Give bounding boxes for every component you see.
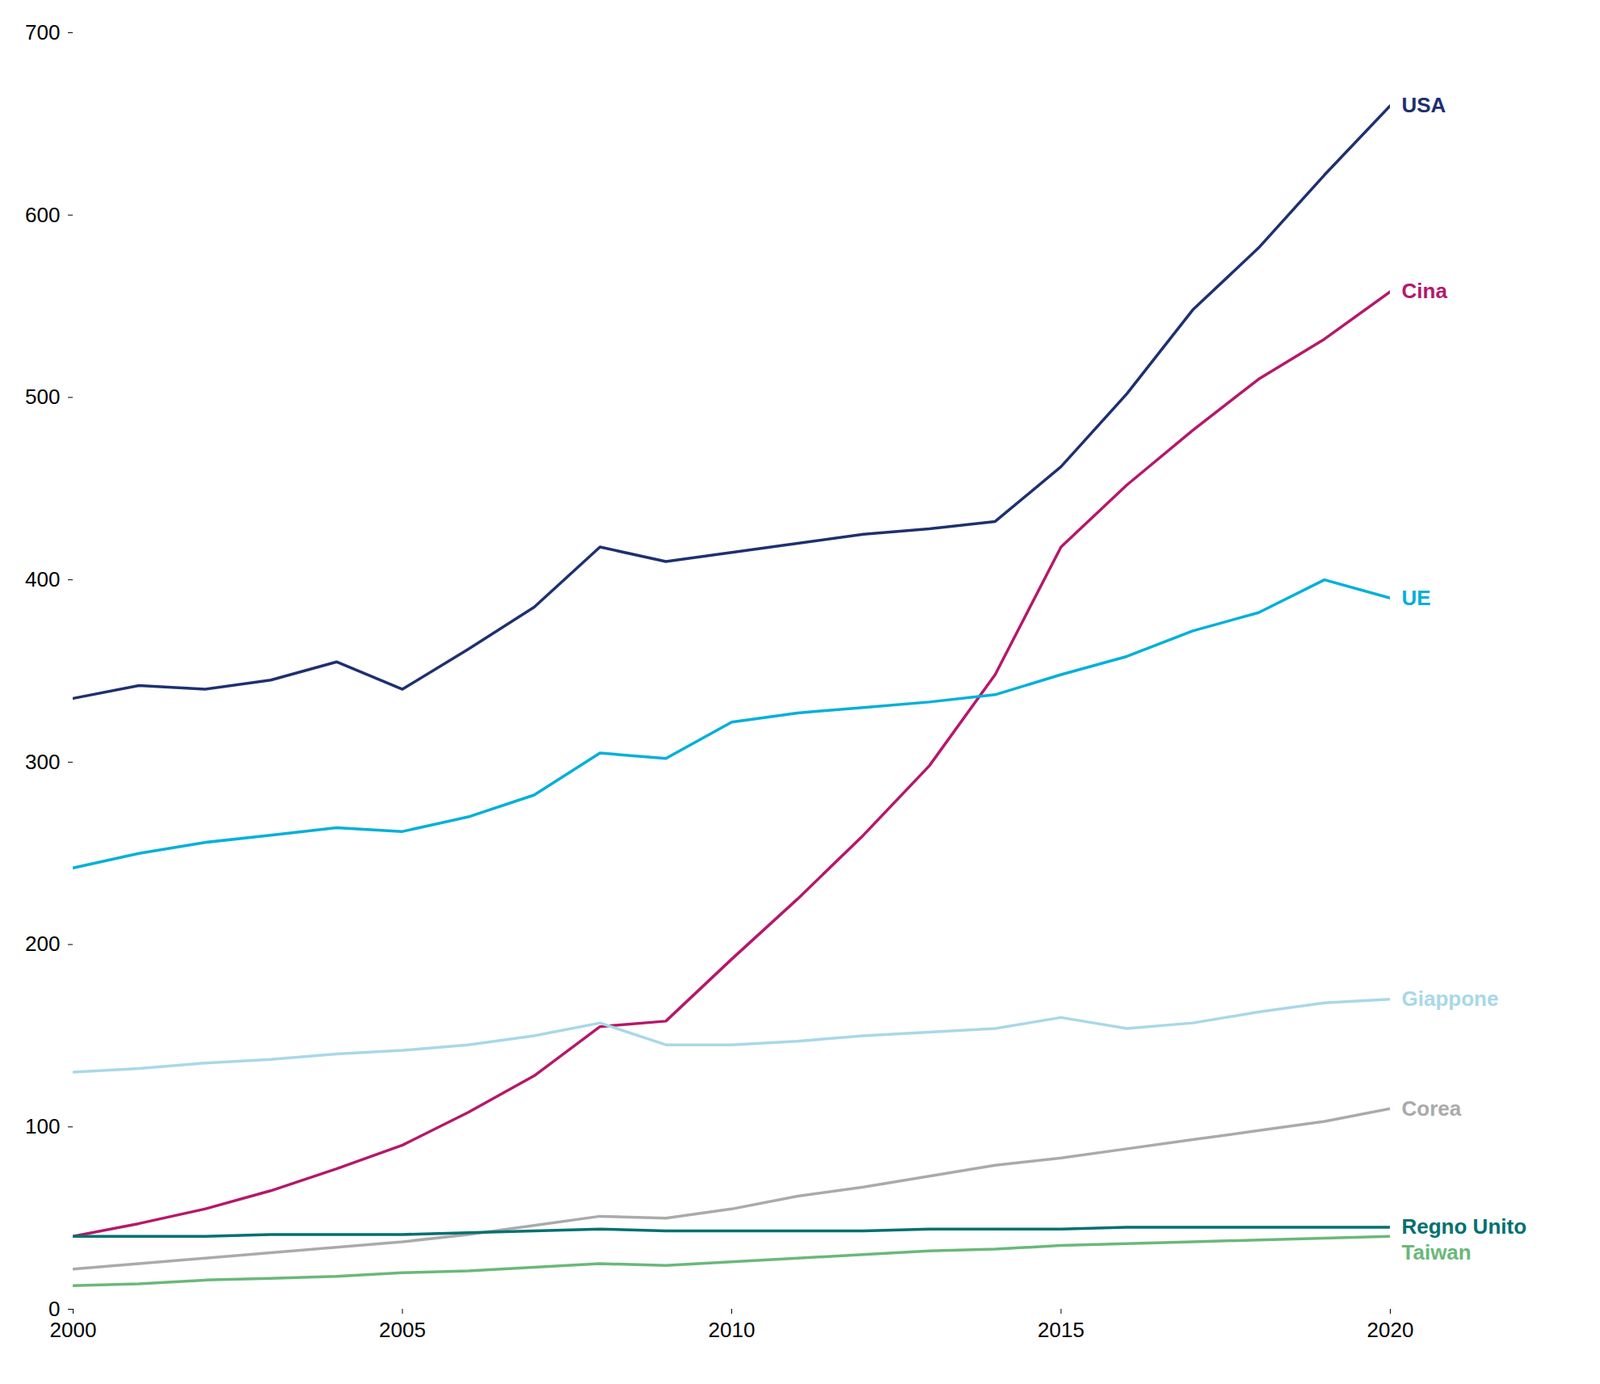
svg-text:Corea: Corea — [1402, 1096, 1462, 1121]
svg-text:USA: USA — [1402, 92, 1447, 118]
svg-text:Cina: Cina — [1402, 278, 1449, 304]
svg-text:2020: 2020 — [1367, 1317, 1415, 1343]
svg-text:2000: 2000 — [50, 1317, 97, 1343]
svg-text:300: 300 — [25, 749, 60, 775]
svg-text:100: 100 — [25, 1114, 60, 1139]
svg-text:400: 400 — [25, 567, 60, 592]
svg-text:2010: 2010 — [708, 1317, 756, 1343]
svg-text:0: 0 — [48, 1296, 61, 1322]
svg-text:200: 200 — [25, 931, 60, 956]
svg-text:2015: 2015 — [1037, 1317, 1085, 1343]
svg-text:Taiwan: Taiwan — [1402, 1240, 1472, 1265]
svg-text:UE: UE — [1402, 585, 1432, 611]
svg-text:Giappone: Giappone — [1402, 986, 1499, 1011]
svg-text:Regno Unito: Regno Unito — [1402, 1214, 1528, 1239]
svg-text:2005: 2005 — [378, 1317, 426, 1343]
svg-text:700: 700 — [25, 20, 60, 45]
svg-text:500: 500 — [25, 384, 60, 409]
svg-text:600: 600 — [25, 202, 60, 228]
